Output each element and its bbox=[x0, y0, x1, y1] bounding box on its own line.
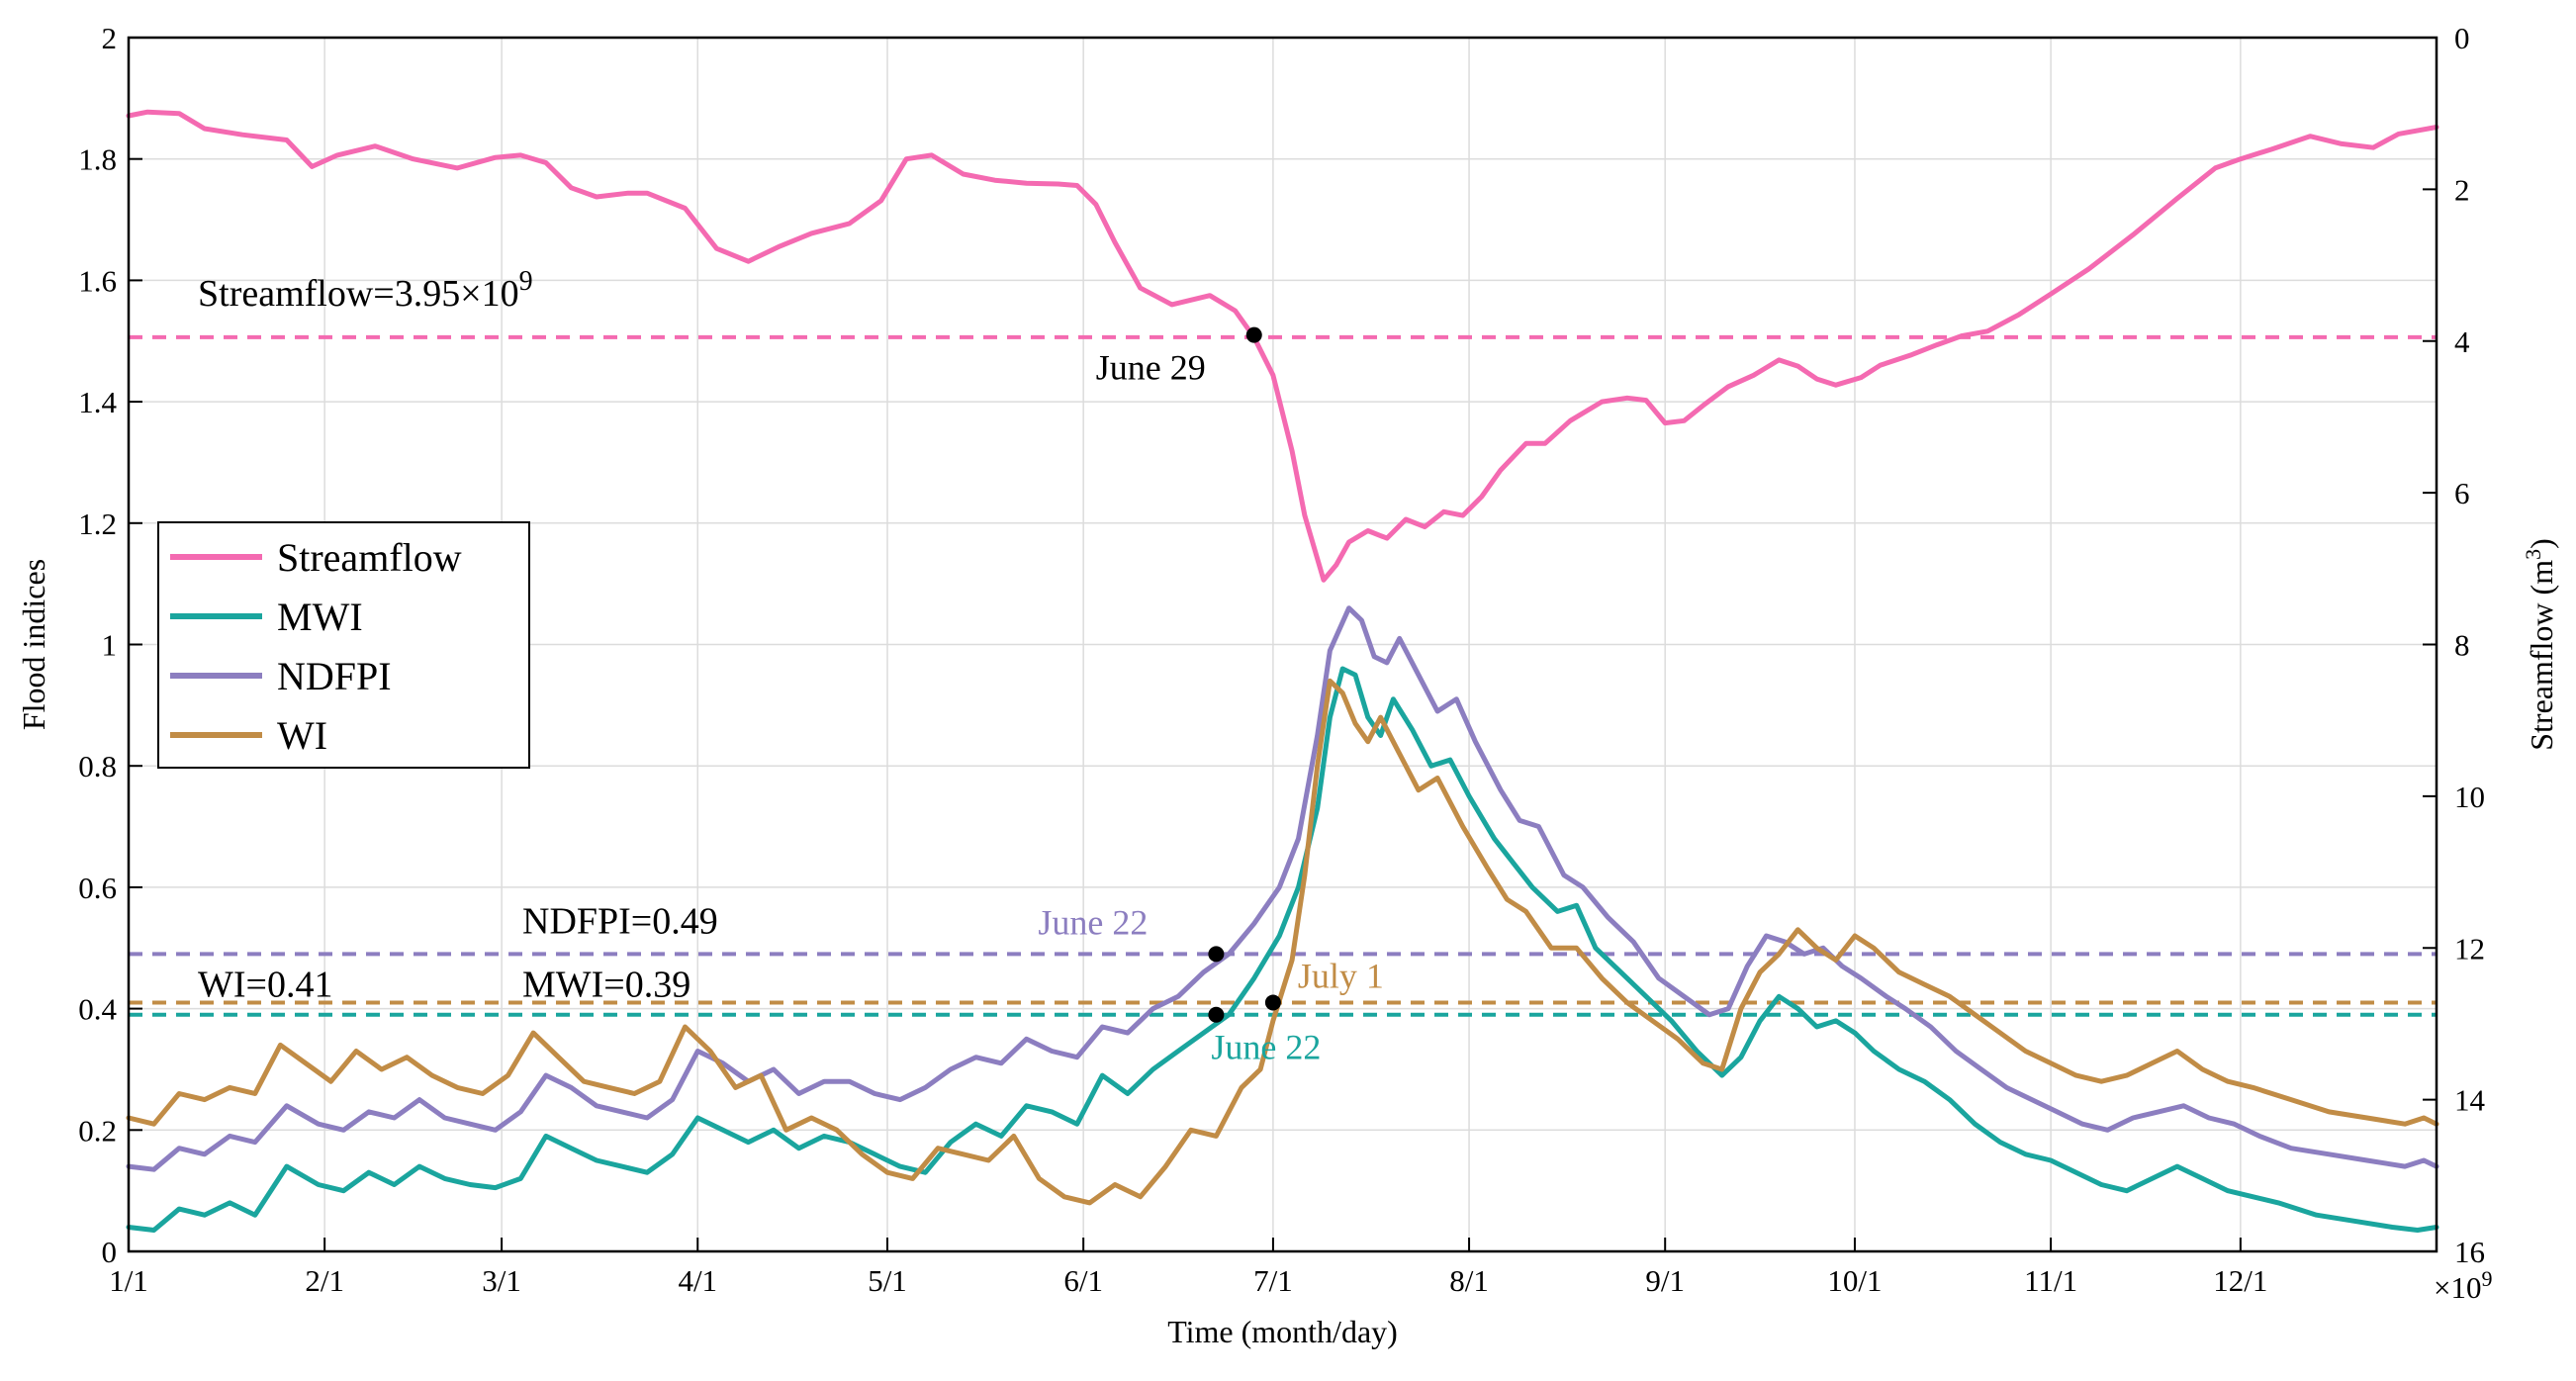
crossing-point-streamflow bbox=[1245, 326, 1262, 343]
threshold-label-wi: WI=0.41 bbox=[198, 965, 332, 1006]
x-tick-label-1: 2/1 bbox=[305, 1263, 344, 1298]
right-tick-label-7: 14 bbox=[2454, 1083, 2486, 1118]
legend: Streamflow MWI NDFPI WI bbox=[157, 521, 530, 769]
threshold-label-text: NDFPI=0.49 bbox=[522, 900, 718, 942]
crossing-points: June 29 June 22 June 22 July 1 bbox=[1038, 326, 1384, 1067]
legend-items: Streamflow MWI NDFPI WI bbox=[170, 535, 462, 758]
left-axis-title: Flood indices bbox=[16, 559, 51, 730]
x-tick-label-9: 10/1 bbox=[1827, 1263, 1882, 1298]
left-tick-label-6: 1.2 bbox=[78, 506, 117, 541]
x-tick-label-4: 5/1 bbox=[868, 1263, 907, 1298]
crossing-label-wi: July 1 bbox=[1298, 956, 1384, 995]
right-axis-ticks: 0 2 4 6 8 10 12 14 16 bbox=[2423, 21, 2486, 1269]
threshold-label-text: WI=0.41 bbox=[198, 965, 332, 1006]
x-tick-label-7: 8/1 bbox=[1449, 1263, 1489, 1298]
right-tick-label-1: 2 bbox=[2454, 172, 2470, 207]
legend-label-mwi: MWI bbox=[277, 595, 363, 639]
crossing-point-ndfpi bbox=[1208, 946, 1225, 963]
left-tick-label-10: 2 bbox=[102, 21, 118, 55]
left-tick-label-5: 1 bbox=[102, 628, 118, 663]
x-tick-label-8: 9/1 bbox=[1645, 1263, 1685, 1298]
threshold-label-text: Streamflow=3.95×10 bbox=[198, 273, 519, 315]
legend-label-ndfpi: NDFPI bbox=[277, 654, 392, 698]
left-tick-label-4: 0.8 bbox=[78, 749, 117, 783]
right-tick-label-0: 0 bbox=[2454, 21, 2470, 55]
legend-box bbox=[157, 521, 530, 769]
right-tick-label-8: 16 bbox=[2454, 1235, 2485, 1269]
legend-label-wi: WI bbox=[277, 713, 327, 758]
x-axis-title: Time (month/day) bbox=[1167, 1314, 1398, 1349]
threshold-label-ndfpi: NDFPI=0.49 bbox=[522, 900, 718, 942]
series-line-streamflow bbox=[126, 109, 2439, 583]
series-line-ndfpi bbox=[126, 605, 2439, 1172]
right-axis-title-close: ) bbox=[2524, 538, 2559, 549]
left-tick-label-0: 0 bbox=[102, 1235, 118, 1269]
series-line-wi bbox=[126, 678, 2439, 1206]
right-axis-exponent: ×109 bbox=[2434, 1266, 2492, 1305]
left-tick-label-1: 0.2 bbox=[78, 1113, 117, 1148]
right-tick-label-6: 12 bbox=[2454, 931, 2485, 966]
x-tick-label-2: 3/1 bbox=[482, 1263, 521, 1298]
right-axis-title-sup: 3 bbox=[2521, 549, 2545, 560]
left-tick-label-8: 1.6 bbox=[78, 263, 117, 298]
crossing-point-mwi bbox=[1208, 1006, 1225, 1023]
right-axis-title: Streamflow (m3) bbox=[2521, 538, 2559, 751]
right-axis-exponent-base: ×10 bbox=[2434, 1270, 2481, 1305]
left-tick-label-9: 1.8 bbox=[78, 142, 117, 177]
left-tick-label-2: 0.4 bbox=[78, 992, 117, 1027]
crossing-label-ndfpi: June 22 bbox=[1038, 902, 1148, 942]
threshold-label-text: MWI=0.39 bbox=[522, 965, 690, 1006]
left-tick-label-7: 1.4 bbox=[78, 385, 117, 419]
crossing-label-mwi: June 22 bbox=[1211, 1028, 1321, 1067]
right-tick-label-4: 8 bbox=[2454, 628, 2470, 663]
right-axis-exponent-sup: 9 bbox=[2481, 1266, 2492, 1291]
right-tick-label-5: 10 bbox=[2454, 780, 2485, 814]
right-tick-label-3: 6 bbox=[2454, 476, 2470, 510]
threshold-label-streamflow: Streamflow=3.95×109 bbox=[198, 266, 533, 315]
x-tick-label-6: 7/1 bbox=[1253, 1263, 1293, 1298]
legend-label-streamflow: Streamflow bbox=[277, 535, 462, 580]
crossing-point-wi bbox=[1264, 994, 1281, 1011]
x-tick-label-3: 4/1 bbox=[678, 1263, 717, 1298]
x-tick-label-10: 11/1 bbox=[2024, 1263, 2077, 1298]
right-axis-title-main: Streamflow (m bbox=[2524, 560, 2559, 751]
left-tick-label-3: 0.6 bbox=[78, 871, 117, 905]
x-axis-ticks: 1/1 2/1 3/1 4/1 5/1 6/1 7/1 8/1 9/1 10/1 11/1 12/1 bbox=[109, 1238, 2267, 1298]
threshold-label-sup: 9 bbox=[519, 266, 533, 297]
x-tick-label-0: 1/1 bbox=[109, 1263, 148, 1298]
x-tick-label-11: 12/1 bbox=[2213, 1263, 2267, 1298]
series-lines bbox=[126, 109, 2439, 1233]
left-axis-ticks: 0 0.2 0.4 0.6 0.8 1 1.2 1.4 1.6 1.8 2 bbox=[78, 21, 142, 1269]
threshold-label-mwi: MWI=0.39 bbox=[522, 965, 690, 1006]
crossing-label-streamflow: June 29 bbox=[1096, 348, 1206, 388]
right-tick-label-2: 4 bbox=[2454, 324, 2470, 359]
x-tick-label-5: 6/1 bbox=[1063, 1263, 1103, 1298]
grid bbox=[129, 38, 2437, 1251]
threshold-lines: Streamflow=3.95×109 NDFPI=0.49 WI=0.41 MWI=… bbox=[129, 266, 2437, 1017]
series-line-mwi bbox=[126, 666, 2439, 1233]
